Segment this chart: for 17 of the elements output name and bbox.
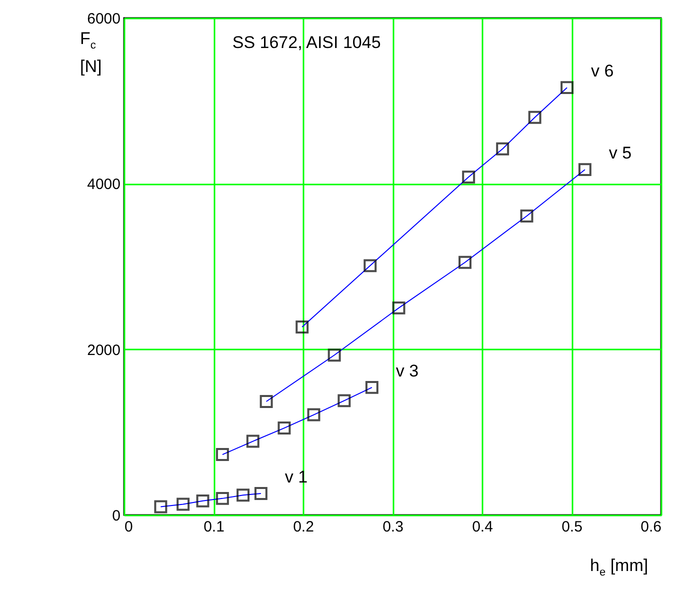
y-axis-title: F$_{c}$ [N] (80, 28, 102, 78)
y-tick-label: 4000 (87, 176, 120, 194)
x-tick-label: 0.6 (640, 518, 662, 536)
y-tick-label: 0 (112, 508, 120, 524)
series-label: v 6 (591, 62, 614, 81)
x-tick-label: 0.4 (472, 518, 493, 536)
x-tick-label: 0.3 (382, 518, 404, 536)
annotation: SS 1672, AISI 1045 (232, 33, 381, 52)
series-label: v 3 (396, 361, 419, 380)
x-tick-label: 0.2 (293, 518, 314, 536)
x-tick-label: 0.5 (562, 518, 582, 536)
x-tick-label: 0 (124, 518, 133, 536)
x-axis-title: h$_{e}$ [mm] (590, 556, 648, 578)
y-tick-label: 6000 (87, 10, 120, 28)
y-tick-label: 2000 (87, 342, 120, 359)
x-tick-label: 0.1 (204, 518, 224, 536)
series-label: v 5 (608, 144, 632, 163)
